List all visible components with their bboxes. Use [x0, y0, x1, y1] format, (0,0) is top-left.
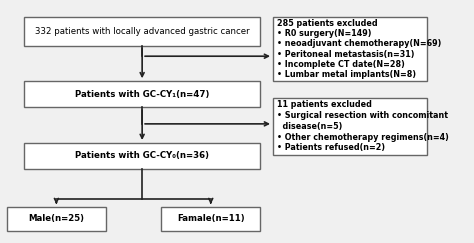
Text: 285 patients excluded: 285 patients excluded — [277, 19, 378, 28]
Text: • Patients refused(n=2): • Patients refused(n=2) — [277, 143, 385, 152]
Text: 332 patients with locally advanced gastric cancer: 332 patients with locally advanced gastr… — [35, 27, 249, 36]
FancyBboxPatch shape — [24, 143, 260, 169]
Text: • Peritoneal metastasis(n=31): • Peritoneal metastasis(n=31) — [277, 50, 415, 59]
Text: • Incomplete CT date(N=28): • Incomplete CT date(N=28) — [277, 60, 405, 69]
Text: Famale(n=11): Famale(n=11) — [177, 214, 245, 223]
Text: Patients with GC-CY₁(n=47): Patients with GC-CY₁(n=47) — [75, 90, 210, 99]
Text: Patients with GC-CY₀(n=36): Patients with GC-CY₀(n=36) — [75, 151, 209, 160]
Text: • Other chemotherapy regimens(n=4): • Other chemotherapy regimens(n=4) — [277, 132, 449, 141]
Text: disease(n=5): disease(n=5) — [277, 122, 343, 131]
FancyBboxPatch shape — [273, 17, 427, 81]
Text: • Lumbar metal implants(N=8): • Lumbar metal implants(N=8) — [277, 70, 416, 79]
Text: • neoadjuvant chemotherapy(N=69): • neoadjuvant chemotherapy(N=69) — [277, 40, 442, 49]
Text: • Surgical resection with concomitant: • Surgical resection with concomitant — [277, 111, 448, 120]
FancyBboxPatch shape — [24, 81, 260, 107]
Text: Male(n=25): Male(n=25) — [28, 214, 84, 223]
Text: • R0 surgery(N=149): • R0 surgery(N=149) — [277, 29, 372, 38]
FancyBboxPatch shape — [273, 98, 427, 155]
FancyBboxPatch shape — [162, 207, 260, 231]
FancyBboxPatch shape — [7, 207, 106, 231]
FancyBboxPatch shape — [24, 17, 260, 45]
Text: 11 patients excluded: 11 patients excluded — [277, 100, 372, 109]
